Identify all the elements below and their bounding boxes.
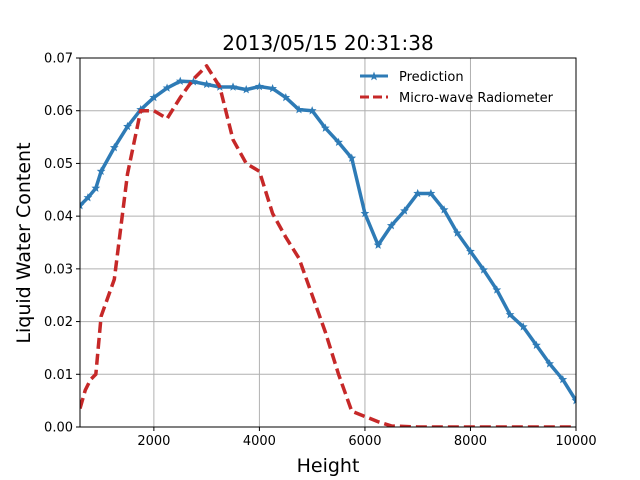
prediction-point bbox=[80, 201, 85, 210]
legend-label-prediction: Prediction bbox=[399, 70, 464, 85]
prediction-point bbox=[360, 208, 370, 218]
x-tick-label: 10000 bbox=[555, 434, 596, 449]
prediction-point bbox=[386, 221, 396, 230]
y-tick-label: 0.00 bbox=[44, 421, 73, 436]
prediction-point bbox=[83, 193, 93, 202]
prediction-point bbox=[175, 76, 185, 85]
prediction-point bbox=[518, 322, 528, 331]
prediction-point bbox=[571, 396, 576, 405]
x-tick-label: 4000 bbox=[243, 434, 276, 449]
prediction-point bbox=[466, 246, 475, 256]
prediction-point bbox=[91, 183, 101, 192]
prediction-point bbox=[241, 85, 251, 94]
prediction-point bbox=[452, 228, 462, 237]
chart-title: 2013/05/15 20:31:38 bbox=[222, 31, 433, 55]
prediction-point bbox=[479, 265, 489, 274]
prediction-point bbox=[294, 105, 304, 114]
prediction-point bbox=[400, 206, 409, 215]
prediction-point bbox=[347, 153, 357, 162]
prediction-point bbox=[373, 240, 383, 249]
prediction-point bbox=[426, 188, 436, 198]
legend-prediction-marker bbox=[369, 71, 379, 81]
x-tick-label: 6000 bbox=[348, 434, 381, 449]
axis-ticks: 2000 4000 6000 8000 10000 0.00 0.01 0.02 0.03 0.0… bbox=[44, 52, 597, 450]
prediction-point bbox=[96, 166, 106, 176]
prediction-point bbox=[545, 359, 554, 368]
prediction-point bbox=[149, 92, 159, 102]
series-layer bbox=[80, 64, 576, 427]
y-tick-label: 0.01 bbox=[44, 368, 73, 383]
prediction-point bbox=[320, 123, 330, 132]
prediction-point bbox=[202, 79, 212, 89]
y-tick-label: 0.04 bbox=[44, 210, 73, 225]
prediction-point bbox=[492, 285, 502, 294]
x-tick-label: 2000 bbox=[137, 434, 170, 449]
y-tick-label: 0.07 bbox=[44, 52, 73, 67]
x-tick-label: 8000 bbox=[454, 434, 487, 449]
y-tick-label: 0.03 bbox=[44, 262, 73, 277]
prediction-point bbox=[334, 137, 343, 147]
plot-area bbox=[80, 64, 576, 427]
prediction-point bbox=[109, 143, 119, 152]
y-tick-label: 0.02 bbox=[44, 315, 73, 330]
prediction-point bbox=[532, 340, 541, 350]
plot-frame bbox=[79, 57, 577, 428]
prediction-point bbox=[413, 188, 423, 198]
legend-label-radiometer: Micro-wave Radiometer bbox=[399, 91, 554, 106]
prediction-point bbox=[123, 121, 132, 131]
legend: Prediction Micro-wave Radiometer bbox=[360, 70, 554, 106]
prediction-point bbox=[162, 83, 172, 92]
series-line-radiometer bbox=[80, 64, 576, 427]
prediction-point bbox=[558, 374, 568, 384]
prediction-point bbox=[439, 205, 449, 214]
prediction-point bbox=[255, 81, 264, 91]
prediction-point bbox=[505, 310, 515, 319]
prediction-point bbox=[307, 106, 317, 115]
series-line-prediction bbox=[80, 79, 576, 402]
y-tick-label: 0.05 bbox=[44, 157, 73, 172]
prediction-point bbox=[189, 77, 198, 86]
prediction-point bbox=[228, 82, 238, 91]
x-axis-title: Height bbox=[297, 455, 360, 477]
prediction-point bbox=[281, 92, 291, 102]
y-tick-label: 0.06 bbox=[44, 104, 73, 119]
y-axis-title: Liquid Water Content bbox=[13, 142, 35, 343]
prediction-point bbox=[268, 83, 277, 93]
